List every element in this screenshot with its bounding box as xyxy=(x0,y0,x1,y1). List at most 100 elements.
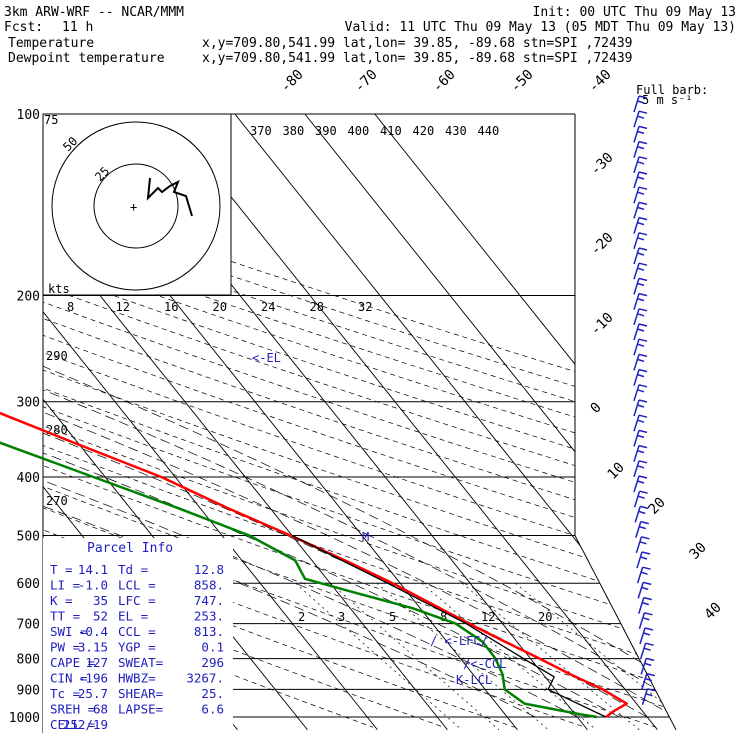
wind-barb xyxy=(633,429,648,447)
parcel-cell: 14.1 xyxy=(78,562,108,577)
frame-right xyxy=(574,114,677,731)
hodograph-ring-50 xyxy=(51,121,221,291)
moist-adiabat xyxy=(43,295,676,718)
hodograph-origin: + xyxy=(130,200,137,214)
isotherm-line xyxy=(43,114,378,731)
wind-barb xyxy=(635,536,650,554)
wind-barb xyxy=(633,247,648,265)
pressure-label-1000: 1000 xyxy=(9,711,40,726)
parcel-cell: 127 xyxy=(85,655,108,670)
right-temp-label: 0 xyxy=(588,400,605,417)
theta-label: 390 xyxy=(315,124,337,138)
wind-barb xyxy=(633,216,648,234)
pressure-label-500: 500 xyxy=(17,529,40,544)
parcel-cell: 6.6 xyxy=(201,702,224,717)
parcel-cell: Tc = xyxy=(50,686,80,701)
dry-adiabat xyxy=(43,114,676,728)
wind-barb xyxy=(633,444,648,462)
wind-barb xyxy=(633,262,648,280)
isotherm-line xyxy=(43,114,448,731)
wind-barb xyxy=(633,171,648,189)
wind-barb xyxy=(633,95,648,113)
wind-barb xyxy=(633,460,648,478)
moist-adiabat xyxy=(43,295,676,718)
wind-barb xyxy=(639,627,654,645)
wind-barb xyxy=(639,642,654,660)
forecast-label: Fcst: xyxy=(4,20,43,35)
parcel-cell: CAPE = xyxy=(50,655,95,670)
mixing-label-700: 3 xyxy=(338,610,345,624)
header: 3km ARW-WRF -- NCAR/MMM Init: 00 UTC Thu… xyxy=(4,5,736,66)
mixing-label-200: 32 xyxy=(358,300,372,314)
pressure-label-300: 300 xyxy=(17,396,40,411)
wind-barb xyxy=(633,384,648,402)
mixing-label-700: 12 xyxy=(481,610,495,624)
wind-barb xyxy=(633,338,648,356)
full-barb-units: 5 m s⁻¹ xyxy=(642,93,693,107)
hodograph-units: kts xyxy=(48,282,70,296)
parcel-cell: CCL = xyxy=(118,624,156,639)
wind-barb xyxy=(641,672,655,690)
right-temp-label: 20 xyxy=(646,495,669,518)
wind-barb xyxy=(633,292,648,310)
wind-barb xyxy=(633,201,648,219)
wind-barb xyxy=(633,414,648,432)
init-time: Init: 00 UTC Thu 09 May 13 xyxy=(533,5,737,20)
parcel-cell: LAPSE= xyxy=(118,702,163,717)
parcel-cell: 813. xyxy=(194,624,224,639)
right-temp-label: -10 xyxy=(588,310,617,339)
valid-time: Valid: 11 UTC Thu 09 May 13 (05 MDT Thu … xyxy=(345,20,736,35)
wind-barb xyxy=(633,232,648,250)
top-temp-label: -70 xyxy=(352,67,381,96)
mixing-ratio-line xyxy=(295,582,463,731)
theta-label: 440 xyxy=(478,124,500,138)
parcel-path xyxy=(291,534,607,718)
dry-adiabat xyxy=(43,114,676,728)
theta-label: 420 xyxy=(413,124,435,138)
m-marker: M xyxy=(362,530,369,544)
theta-label: 380 xyxy=(283,124,305,138)
legend-temperature-info: x,y=709.80,541.99 lat,lon= 39.85, -89.68… xyxy=(202,36,632,51)
right-temp-label: 40 xyxy=(702,600,725,623)
theta-left-label: 270 xyxy=(46,494,68,508)
parcel-cell: 252/19 xyxy=(63,717,108,732)
parcel-cell: 3.15 xyxy=(78,640,108,655)
dry-adiabat xyxy=(43,114,676,728)
moist-adiabat xyxy=(43,295,620,718)
pressure-label-900: 900 xyxy=(17,683,40,698)
wind-barb xyxy=(633,125,648,143)
wind-barb xyxy=(633,186,648,204)
parcel-cell: LI = xyxy=(50,578,80,593)
sounding-profiles xyxy=(0,411,628,719)
parcel-cell: 296 xyxy=(201,655,224,670)
parcel-cell: 35 xyxy=(93,593,108,608)
pressure-label-100: 100 xyxy=(17,108,40,123)
pressure-label-600: 600 xyxy=(17,577,40,592)
parcel-cell: 68 xyxy=(93,702,108,717)
parcel-cell: 12.8 xyxy=(194,562,224,577)
top-temp-label: -80 xyxy=(278,67,307,96)
wind-barb xyxy=(638,612,653,630)
mixing-label-200: 16 xyxy=(164,300,178,314)
el-marker: <-EL xyxy=(252,351,281,365)
mixing-label-200: 28 xyxy=(310,300,324,314)
dewpoint-profile xyxy=(0,441,597,719)
parcel-cell: HWBZ= xyxy=(118,671,156,686)
dry-adiabat xyxy=(43,114,676,728)
lcl-marker: K-LCL xyxy=(456,673,492,687)
parcel-cell: 52 xyxy=(93,609,108,624)
full-barb-label: Full barb: xyxy=(636,83,708,97)
theta-label: 430 xyxy=(445,124,467,138)
top-temp-label: -40 xyxy=(586,67,615,96)
parcel-cell: EL = xyxy=(118,609,148,624)
parcel-cell: T = xyxy=(50,562,73,577)
top-temp-label: -60 xyxy=(430,67,459,96)
parcel-cell: SREH = xyxy=(50,702,95,717)
theta-label: 400 xyxy=(348,124,370,138)
pressure-label-800: 800 xyxy=(17,653,40,668)
parcel-cell: Td = xyxy=(118,562,148,577)
parcel-cell: -196 xyxy=(78,671,108,686)
temperature-profile xyxy=(0,411,628,718)
parcel-cell: 0.1 xyxy=(201,640,224,655)
